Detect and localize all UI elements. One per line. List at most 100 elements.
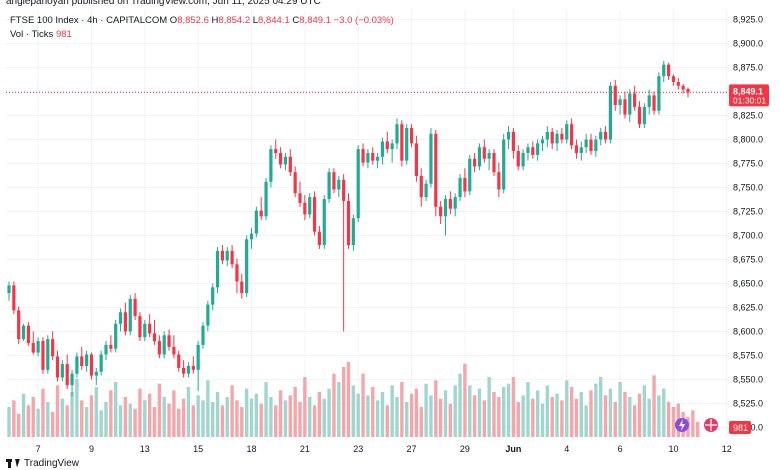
candle <box>70 369 74 397</box>
candle-body <box>361 149 365 163</box>
time-tick-label: 9 <box>89 444 94 454</box>
candle-body <box>346 200 351 246</box>
tradingview-footer[interactable]: TradingView <box>6 456 79 470</box>
candle-body <box>225 250 229 261</box>
candle-body <box>264 181 268 217</box>
candle <box>293 166 297 198</box>
open-value: 8,852.6 <box>177 15 209 26</box>
volume-bar <box>603 395 608 437</box>
candle <box>676 78 680 90</box>
flag-glyph <box>705 419 717 431</box>
candle-body <box>390 143 394 150</box>
candle <box>429 128 433 188</box>
volume-bar <box>133 408 137 437</box>
candle-body <box>608 85 612 140</box>
volume-bar <box>569 387 574 437</box>
candle-body <box>167 335 171 347</box>
countdown-label: 01:30:01 <box>733 95 766 105</box>
volume-bar <box>535 390 540 437</box>
candle <box>473 152 477 173</box>
volume-bar <box>657 395 661 437</box>
candle-body <box>17 310 21 340</box>
volume-bar <box>288 395 292 437</box>
candle <box>516 145 520 171</box>
volume-bar <box>17 413 21 437</box>
candle <box>657 72 661 115</box>
candle-body <box>647 95 651 107</box>
candle-body <box>400 124 404 161</box>
time-tick-label: 18 <box>246 444 256 454</box>
time-axis[interactable]: 7 9 13 15 18 21 23 27 29 Jun 4 6 10 12 <box>36 444 732 454</box>
candle-body <box>196 344 200 370</box>
candle-body <box>482 147 486 159</box>
candle-body <box>637 106 642 125</box>
volume-bar <box>637 393 642 437</box>
candle-body <box>618 99 622 105</box>
volume-bar <box>240 407 244 437</box>
volume-bar <box>400 382 404 437</box>
price-axis[interactable]: 8,500.08,525.08,550.08,575.08,600.08,625… <box>733 15 763 433</box>
candle <box>133 293 137 320</box>
volume-bar <box>181 398 186 437</box>
price-tick-label: 8,925.0 <box>733 15 763 25</box>
volume-bar <box>666 402 671 437</box>
candle <box>138 312 142 342</box>
candle-body <box>162 335 166 355</box>
volume-bar <box>492 392 496 437</box>
volume-bar <box>36 408 40 437</box>
candle <box>419 168 423 207</box>
candle-body <box>104 344 108 355</box>
candle-body <box>366 152 370 163</box>
volume-bar <box>380 392 385 437</box>
candle-body <box>317 231 321 246</box>
volume-bar <box>375 400 380 437</box>
volume-badge-label: 981 <box>733 423 748 433</box>
candle-body <box>589 139 593 152</box>
candle-body <box>118 312 123 324</box>
candle <box>492 149 496 177</box>
price-tick-label: 8,650.0 <box>733 278 763 288</box>
candle <box>259 197 263 221</box>
candle-body <box>628 93 632 115</box>
volume-bar <box>438 398 443 437</box>
candle-body <box>114 323 118 349</box>
candle-body <box>540 139 545 144</box>
candle <box>608 81 612 144</box>
volume-bar <box>550 397 554 437</box>
candle <box>671 74 676 86</box>
candle <box>506 126 511 150</box>
volume-bar <box>206 380 210 437</box>
candle <box>497 162 501 198</box>
volume-bar <box>235 400 239 437</box>
volume-bar <box>186 387 191 437</box>
candle-body <box>215 250 220 288</box>
volume-bar <box>157 383 162 437</box>
candle <box>584 133 588 153</box>
candle-body <box>414 143 418 177</box>
volume-bar <box>225 397 229 437</box>
candle <box>545 126 549 148</box>
price-tick-label: 8,525.0 <box>733 398 763 408</box>
candle <box>342 174 346 332</box>
tradingview-logo-icon <box>6 458 20 468</box>
volume-legend: Vol · Ticks 981 <box>10 29 72 40</box>
candle <box>317 225 321 249</box>
candle <box>366 149 370 169</box>
candle <box>380 137 385 165</box>
volume-bar <box>555 393 559 437</box>
volume-bar <box>502 387 506 437</box>
time-tick-label: 23 <box>353 444 363 454</box>
volume-bar <box>177 408 181 437</box>
volume-bar <box>114 382 118 437</box>
candle <box>94 367 98 386</box>
volume-bar <box>94 387 98 437</box>
volume-bar <box>332 373 336 437</box>
high-label: H <box>211 15 219 26</box>
volume-bar <box>220 405 225 437</box>
candle <box>579 141 583 161</box>
candle-body <box>220 250 224 261</box>
volume-bar <box>487 377 491 437</box>
candle-body <box>211 287 215 305</box>
candle-body <box>356 149 360 219</box>
